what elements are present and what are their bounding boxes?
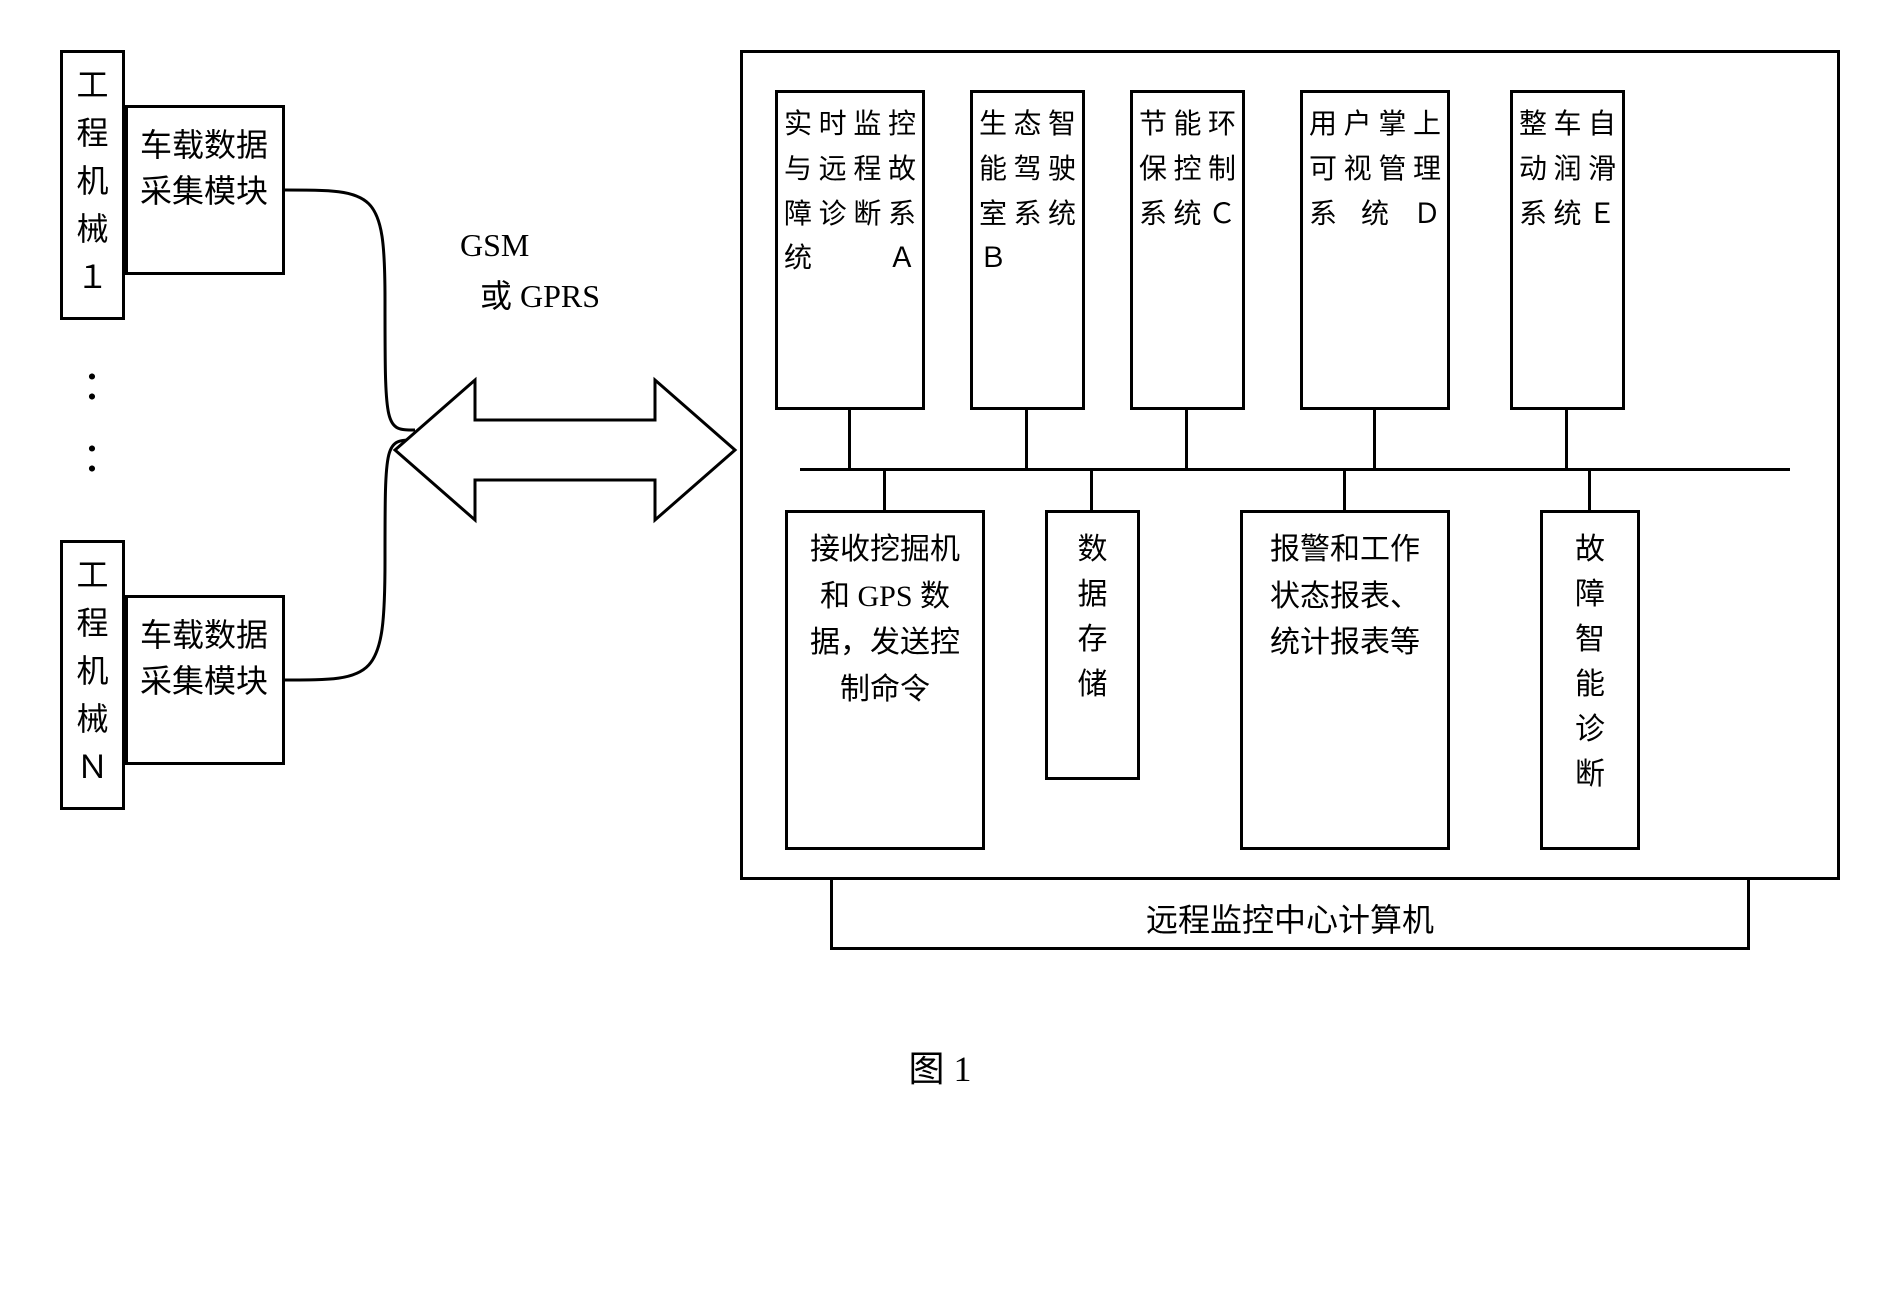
data-module-n-label: 车载数据采集模块: [140, 610, 270, 702]
conn-1-bot: [883, 468, 886, 513]
data-module-1-box: 车载数据采集模块: [125, 105, 285, 275]
system-b-box: 生态智能驾驶室系统Ｂ: [970, 90, 1085, 410]
bottom-box-2: 数据存储: [1045, 510, 1140, 780]
system-a-box: 实时监控与远程故障诊断系统Ａ: [775, 90, 925, 410]
conn-e-top: [1565, 410, 1568, 470]
machine-n-label: 工程机械Ｎ: [76, 551, 108, 791]
system-e-box: 整车自动润滑系统Ｅ: [1510, 90, 1625, 410]
system-c-label: 节能环保控制系统Ｃ: [1139, 103, 1236, 237]
comm-label-line2: 或 GPRS: [460, 271, 600, 322]
conn-a-top: [848, 410, 851, 470]
main-box-title: 远程监控中心计算机: [830, 895, 1750, 941]
bottom-box-1-label: 接收挖掘机和 GPS 数据，发送控制命令: [802, 527, 968, 713]
conn-3-bot: [1343, 468, 1346, 513]
comm-label: GSM 或 GPRS: [460, 220, 600, 322]
bottom-box-4-label: 故障智能诊断: [1557, 527, 1623, 797]
bus-line: [800, 468, 1790, 471]
bottom-box-3-label: 报警和工作状态报表、统计报表等: [1257, 527, 1433, 667]
conn-b-top: [1025, 410, 1028, 470]
bottom-box-1: 接收挖掘机和 GPS 数据，发送控制命令: [785, 510, 985, 850]
bottom-box-2-label: 数据存储: [1062, 527, 1123, 707]
data-module-n-box: 车载数据采集模块: [125, 595, 285, 765]
bottom-box-3: 报警和工作状态报表、统计报表等: [1240, 510, 1450, 850]
machine-1-label: 工程机械１: [76, 61, 108, 301]
conn-d-top: [1373, 410, 1376, 470]
bottom-box-4: 故障智能诊断: [1540, 510, 1640, 850]
figure-caption: 图 1: [40, 1040, 1840, 1092]
conn-2-bot: [1090, 468, 1093, 513]
system-a-label: 实时监控与远程故障诊断系统Ａ: [784, 103, 916, 282]
data-module-1-label: 车载数据采集模块: [140, 120, 270, 212]
diagram-root: 工程机械１ 车载数据采集模块 ： ： 工程机械Ｎ 车载数据采集模块 GSM 或 …: [40, 40, 1853, 940]
system-d-box: 用户掌上可视管理系统Ｄ: [1300, 90, 1450, 410]
comm-label-line1: GSM: [460, 220, 600, 271]
system-c-box: 节能环保控制系统Ｃ: [1130, 90, 1245, 410]
system-b-label: 生态智能驾驶室系统Ｂ: [979, 103, 1076, 282]
system-e-label: 整车自动润滑系统Ｅ: [1519, 103, 1616, 237]
bidir-arrow-icon: [385, 360, 745, 540]
system-d-label: 用户掌上可视管理系统Ｄ: [1309, 103, 1441, 237]
ellipsis-dots: ： ：: [82, 350, 122, 494]
machine-1-box: 工程机械１: [60, 50, 125, 320]
machine-n-box: 工程机械Ｎ: [60, 540, 125, 810]
conn-c-top: [1185, 410, 1188, 470]
conn-4-bot: [1588, 468, 1591, 513]
